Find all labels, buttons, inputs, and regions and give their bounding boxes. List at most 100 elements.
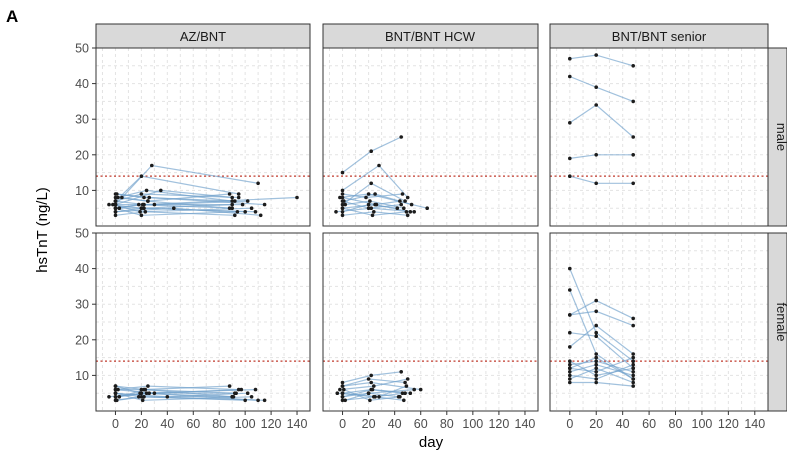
data-point	[116, 195, 120, 200]
y-tick-label: 50	[75, 42, 89, 56]
strip-col-1-label: AZ/BNT	[180, 29, 226, 44]
y-tick-label: 30	[75, 298, 89, 312]
data-point	[404, 210, 409, 214]
data-point	[137, 395, 141, 399]
data-point	[631, 323, 635, 328]
data-point	[139, 213, 144, 218]
data-point	[342, 199, 346, 203]
data-point	[113, 384, 118, 388]
data-point	[568, 362, 572, 367]
data-point	[631, 362, 635, 367]
data-point	[230, 202, 234, 207]
x-tick-label: 120	[261, 417, 282, 431]
data-point	[408, 210, 413, 214]
data-point	[236, 192, 241, 196]
data-point	[405, 213, 410, 218]
data-point	[147, 195, 151, 200]
data-point	[408, 391, 413, 396]
x-axis-title: day	[419, 434, 444, 451]
data-point	[139, 192, 144, 196]
data-point	[400, 192, 405, 196]
y-tick-label: 20	[75, 148, 89, 162]
data-point	[107, 202, 111, 207]
data-point	[142, 395, 146, 399]
data-point	[139, 395, 144, 399]
data-point	[594, 362, 598, 367]
data-point	[340, 195, 345, 200]
data-point	[631, 384, 635, 388]
data-point	[340, 170, 345, 175]
strip-col-2	[322, 23, 539, 49]
data-point	[230, 195, 234, 200]
panel-2-1	[322, 47, 539, 227]
data-point	[631, 64, 635, 68]
data-point	[409, 202, 414, 207]
data-point	[418, 387, 423, 392]
data-point	[366, 391, 371, 396]
data-point	[568, 313, 572, 317]
data-point	[117, 395, 122, 399]
data-point	[594, 298, 598, 303]
strip-row-1-label: male	[774, 123, 787, 151]
panel-1-2: 10 20 30 40 50 0 20 40 60 80 100 120 140	[75, 227, 311, 431]
data-point	[372, 210, 376, 214]
data-point	[142, 202, 146, 207]
data-point	[396, 395, 401, 399]
data-point	[342, 387, 346, 392]
data-point	[368, 199, 372, 203]
data-point	[399, 135, 404, 139]
data-point	[399, 202, 404, 207]
data-point	[343, 398, 348, 403]
data-point	[245, 199, 250, 203]
data-point	[340, 398, 345, 403]
data-point	[139, 387, 144, 392]
data-point	[568, 56, 572, 61]
data-point	[144, 391, 149, 396]
data-point	[253, 210, 258, 214]
y-tick-label: 10	[75, 184, 89, 198]
data-point	[594, 53, 598, 57]
data-point	[234, 391, 238, 396]
data-point	[249, 395, 254, 399]
data-point	[369, 149, 374, 153]
data-point	[594, 330, 598, 335]
data-point	[377, 395, 381, 399]
data-point	[249, 206, 254, 210]
panel-3-1	[549, 47, 769, 227]
data-point	[230, 206, 234, 210]
data-point	[146, 199, 150, 203]
x-tick-label: 100	[692, 417, 713, 431]
data-point	[340, 395, 345, 399]
data-point	[152, 391, 157, 396]
data-point	[369, 206, 374, 210]
x-tick-label: 40	[160, 417, 174, 431]
data-point	[568, 377, 572, 381]
data-point	[150, 163, 154, 168]
figure-label: A	[6, 7, 18, 26]
data-point	[568, 74, 572, 79]
x-tick-label: 80	[669, 417, 683, 431]
data-point	[227, 192, 232, 196]
data-point	[113, 387, 118, 392]
data-point	[142, 206, 146, 210]
data-point	[403, 380, 407, 385]
strip-col-2-label: BNT/BNT HCW	[385, 29, 476, 44]
data-point	[594, 181, 598, 186]
data-point	[138, 210, 142, 214]
data-point	[115, 192, 119, 196]
data-point	[631, 153, 635, 157]
data-point	[404, 384, 409, 388]
strip-row-2-label: female	[774, 302, 787, 341]
data-point	[594, 359, 598, 364]
x-tick-label: 140	[515, 417, 536, 431]
data-point	[227, 384, 232, 388]
data-point	[340, 192, 345, 196]
x-tick-label: 100	[235, 417, 256, 431]
data-point	[236, 195, 241, 200]
data-point	[117, 206, 122, 210]
data-point	[340, 202, 345, 207]
x-tick-label: 60	[642, 417, 656, 431]
data-point	[412, 387, 417, 392]
data-point	[594, 380, 598, 385]
data-point	[159, 188, 163, 193]
